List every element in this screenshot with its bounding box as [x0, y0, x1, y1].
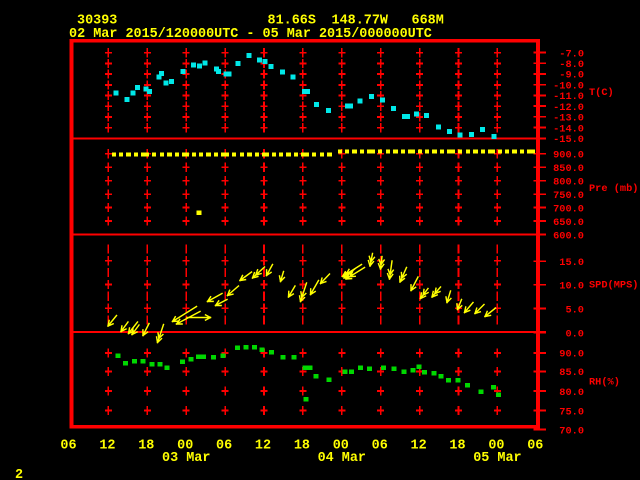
svg-text:-11.0: -11.0 [553, 91, 584, 103]
svg-text:18: 18 [138, 439, 154, 454]
svg-text:18: 18 [294, 439, 310, 454]
svg-text:80.0: 80.0 [559, 387, 584, 399]
svg-text:SPD(MPS): SPD(MPS) [589, 279, 638, 291]
svg-text:02 Mar 2015/120000UTC - 05 Mar: 02 Mar 2015/120000UTC - 05 Mar 2015/0000… [69, 27, 432, 42]
svg-text:00: 00 [177, 439, 193, 454]
svg-text:-8.0: -8.0 [559, 59, 584, 71]
svg-text:T(C): T(C) [589, 87, 614, 99]
svg-text:-12.0: -12.0 [553, 102, 584, 114]
svg-text:668M: 668M [412, 14, 444, 29]
svg-text:-10.0: -10.0 [553, 81, 584, 93]
svg-text:700.0: 700.0 [553, 203, 584, 215]
svg-text:90.0: 90.0 [559, 349, 584, 361]
svg-text:RH(%): RH(%) [589, 376, 620, 388]
svg-text:600.0: 600.0 [553, 230, 584, 242]
svg-text:-7.0: -7.0 [559, 48, 584, 60]
svg-text:15.0: 15.0 [559, 257, 584, 269]
svg-text:05 Mar: 05 Mar [473, 451, 521, 466]
svg-text:Pre (mb): Pre (mb) [589, 183, 638, 195]
svg-text:2: 2 [15, 468, 23, 480]
svg-text:06: 06 [527, 439, 543, 454]
svg-text:850.0: 850.0 [553, 163, 584, 175]
svg-text:75.0: 75.0 [559, 406, 584, 418]
svg-text:06: 06 [372, 439, 388, 454]
svg-text:06: 06 [60, 439, 76, 454]
svg-text:12: 12 [99, 439, 115, 454]
svg-text:12: 12 [411, 439, 427, 454]
svg-text:0.0: 0.0 [565, 329, 584, 341]
svg-text:900.0: 900.0 [553, 150, 584, 162]
svg-text:12: 12 [255, 439, 271, 454]
svg-text:800.0: 800.0 [553, 177, 584, 189]
svg-text:00: 00 [333, 439, 349, 454]
svg-text:03 Mar: 03 Mar [162, 451, 210, 466]
svg-text:81.66S: 81.66S [268, 14, 316, 29]
svg-text:70.0: 70.0 [559, 425, 584, 437]
svg-text:5.0: 5.0 [565, 304, 584, 316]
svg-text:-13.0: -13.0 [553, 113, 584, 125]
svg-text:750.0: 750.0 [553, 190, 584, 202]
svg-text:18: 18 [449, 439, 465, 454]
svg-text:30393: 30393 [77, 14, 117, 29]
svg-text:00: 00 [488, 439, 504, 454]
svg-text:06: 06 [216, 439, 232, 454]
svg-text:-9.0: -9.0 [559, 70, 584, 82]
svg-text:650.0: 650.0 [553, 217, 584, 229]
svg-text:-14.0: -14.0 [553, 123, 584, 135]
svg-text:85.0: 85.0 [559, 367, 584, 379]
svg-text:04 Mar: 04 Mar [318, 451, 366, 466]
svg-text:-15.0: -15.0 [553, 134, 584, 146]
svg-text:10.0: 10.0 [559, 281, 584, 293]
svg-text:148.77W: 148.77W [332, 14, 389, 29]
